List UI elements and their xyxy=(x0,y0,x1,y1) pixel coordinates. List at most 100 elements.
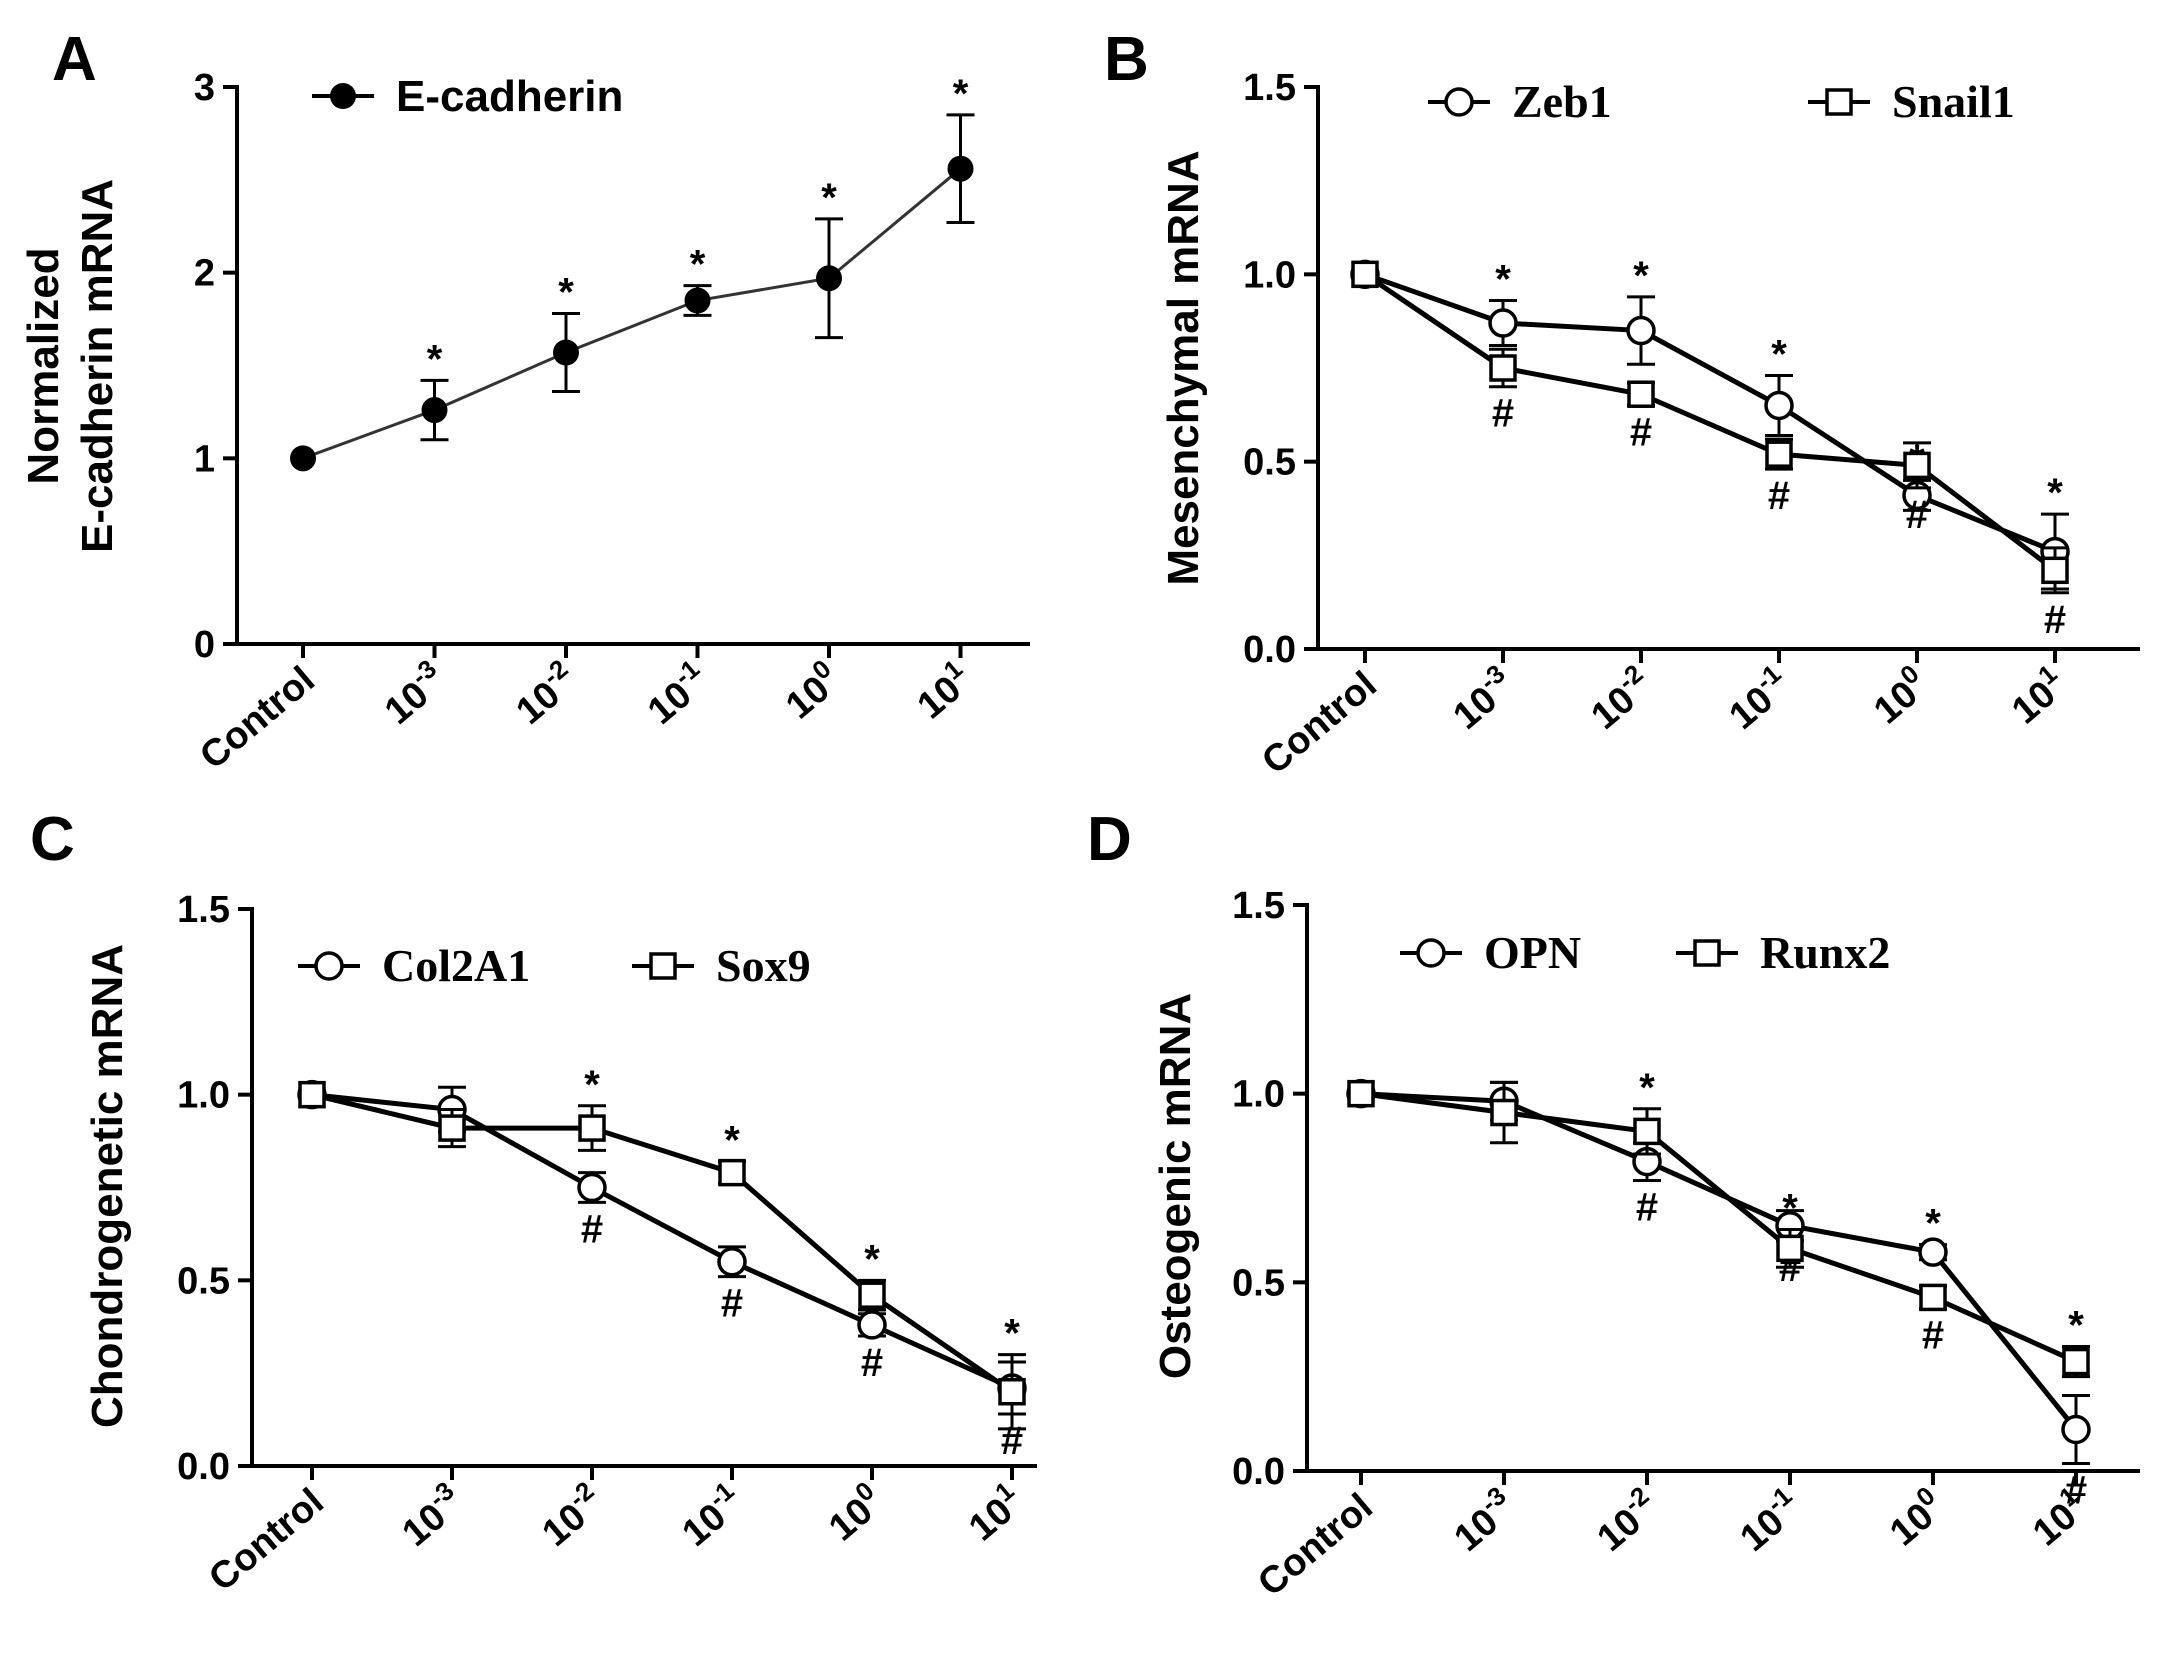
x-tick-label: 10-1 xyxy=(1728,1480,1810,1560)
y-tick-label: 1.0 xyxy=(1232,1074,1285,1116)
legend: Zeb1 Snail1 xyxy=(1428,76,2015,127)
y-axis-title: E-cadherin mRNA xyxy=(73,179,122,553)
series-line-sox9 xyxy=(311,1092,1014,1394)
x-tick-label: Control xyxy=(192,659,322,778)
data-point xyxy=(1633,1117,1661,1146)
significance-mark: * xyxy=(953,72,969,116)
series-line-runx2 xyxy=(1360,1091,2078,1364)
significance-mark: # xyxy=(1630,410,1652,454)
data-point xyxy=(1490,1098,1518,1127)
x-tick-label: 10-2 xyxy=(530,1475,612,1555)
data-point xyxy=(718,1158,746,1187)
legend-marker xyxy=(1693,939,1721,967)
data-point xyxy=(717,1247,747,1277)
data-point xyxy=(1347,1079,1375,1108)
x-tick-label: 101 xyxy=(957,1475,1032,1549)
y-tick-label: 0.5 xyxy=(177,1260,230,1302)
y-tick-label: 1.0 xyxy=(1243,254,1296,296)
significance-mark: * xyxy=(427,337,443,381)
data-point xyxy=(438,1114,466,1142)
panel-letter: A xyxy=(52,25,97,94)
data-point xyxy=(1351,260,1379,289)
series-line-snail1 xyxy=(1363,272,2057,573)
significance-mark: * xyxy=(2068,1303,2084,1347)
y-tick-label: 0.0 xyxy=(1243,629,1296,671)
significance-mark: # xyxy=(581,1207,603,1251)
significance-mark: # xyxy=(1492,392,1514,436)
y-tick-label: 1.0 xyxy=(177,1075,230,1117)
panel-letter: D xyxy=(1087,805,1132,874)
significance-mark: * xyxy=(1495,258,1511,302)
data-point xyxy=(298,1080,326,1109)
data-point xyxy=(1903,451,1931,480)
data-point xyxy=(858,1281,886,1309)
data-point xyxy=(2061,1414,2091,1445)
x-tick-label: 10-3 xyxy=(390,1475,472,1555)
series-line-opn xyxy=(1360,1091,2078,1432)
legend-label: OPN xyxy=(1484,927,1581,978)
significance-mark: # xyxy=(2065,1468,2087,1512)
x-tick-label: 100 xyxy=(1878,1480,1953,1554)
x-tick-label: 101 xyxy=(2000,658,2075,732)
x-tick-label: 100 xyxy=(774,653,849,727)
x-tick-label: 100 xyxy=(1862,658,1937,732)
significance-mark: * xyxy=(1639,1066,1655,1110)
significance-mark: * xyxy=(584,1063,600,1107)
panel-letter: B xyxy=(1104,25,1149,94)
x-tick-label: 10-3 xyxy=(1441,658,1523,738)
significance-mark: # xyxy=(721,1282,743,1326)
x-tick-label: 10-2 xyxy=(1579,658,1661,738)
legend-marker xyxy=(649,952,677,980)
x-tick-label: 10-2 xyxy=(1585,1480,1667,1560)
data-point xyxy=(577,1172,607,1203)
significance-mark: # xyxy=(2044,598,2066,642)
legend-marker xyxy=(314,951,344,981)
legend-label: Sox9 xyxy=(716,940,811,991)
data-point xyxy=(1765,440,1793,468)
data-point xyxy=(998,1377,1026,1406)
y-axis-title: Chondrogenetic mRNA xyxy=(83,944,132,1428)
data-point xyxy=(578,1114,606,1142)
x-tick-label: 10-1 xyxy=(670,1475,752,1555)
x-tick-label: 101 xyxy=(905,653,980,727)
legend-label: Zeb1 xyxy=(1512,76,1612,127)
legend-label: Runx2 xyxy=(1760,927,1890,978)
significance-mark: * xyxy=(864,1237,880,1281)
x-tick-label: 10-3 xyxy=(373,653,455,733)
data-point xyxy=(2041,556,2069,585)
y-tick-label: 2 xyxy=(194,253,215,295)
significance-mark: # xyxy=(861,1341,883,1385)
significance-mark: * xyxy=(1782,1187,1798,1231)
legend-label: Col2A1 xyxy=(382,940,530,991)
significance-mark: * xyxy=(821,176,837,220)
x-tick-label: 10-3 xyxy=(1442,1480,1524,1560)
data-point xyxy=(1488,308,1518,338)
legend: OPN Runx2 xyxy=(1400,927,1890,978)
y-tick-label: 0 xyxy=(194,624,215,666)
y-tick-label: 1 xyxy=(194,438,215,480)
y-tick-label: 0.0 xyxy=(177,1446,230,1488)
significance-mark: # xyxy=(1922,1314,1944,1358)
y-tick-label: 1.5 xyxy=(177,889,230,931)
data-point xyxy=(290,445,316,472)
y-tick-label: 0.5 xyxy=(1232,1262,1285,1304)
panel-a: A 0 1 2 3 Normalized E-cadherin mRNA Control 10-… xyxy=(19,25,1030,778)
x-tick-label: 100 xyxy=(817,1475,892,1549)
significance-mark: * xyxy=(690,243,706,287)
data-point xyxy=(1918,1237,1948,1267)
panel-c: C 0.0 0.5 1.0 1.5 Chondrogenetic mRNA Control 1… xyxy=(30,805,1037,1600)
data-point xyxy=(1776,1234,1804,1263)
data-point xyxy=(684,287,711,314)
significance-mark: * xyxy=(1633,254,1649,298)
y-tick-label: 1.5 xyxy=(1243,67,1296,109)
data-point xyxy=(816,265,842,292)
significance-mark: * xyxy=(1925,1202,1941,1246)
significance-mark: * xyxy=(724,1119,740,1163)
y-tick-label: 0.0 xyxy=(1232,1451,1285,1493)
data-point xyxy=(1627,380,1655,408)
y-tick-label: 1.5 xyxy=(1232,885,1285,927)
data-point xyxy=(1919,1283,1947,1312)
x-tick-label: Control xyxy=(201,1481,331,1600)
data-point xyxy=(1764,390,1794,421)
